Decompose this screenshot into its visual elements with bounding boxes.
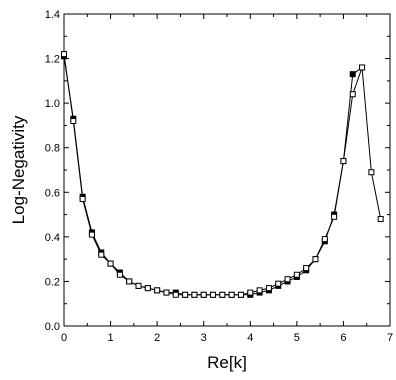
series-2-point [126,278,133,285]
y-axis-ticks: 0.0 0.2 0.4 0.6 0.8 1.0 1.2 1.4 [45,9,390,333]
y-tick-label: 0.4 [45,232,60,244]
series-2-point [237,291,244,298]
series-2-point [293,271,300,278]
series-2-point [182,291,189,298]
plot-frame [63,13,391,327]
series-2-point [228,291,235,298]
series-2-point [116,271,123,278]
series-2-point [144,285,151,292]
series-2-point [172,291,179,298]
series-2-point [275,280,282,287]
series-2-point [79,195,86,202]
x-tick-label: 2 [154,332,160,344]
series-2-point [377,216,384,223]
series-2-point [265,285,272,292]
series-2-point [210,291,217,298]
series-2-point [163,289,170,296]
series-2 [61,51,384,298]
series-2-point [284,276,291,283]
series-2-point [219,291,226,298]
x-tick-label: 3 [201,332,207,344]
series-2-point [349,91,356,98]
series-2-point [200,291,207,298]
series-layer [61,51,384,298]
series-2-point [321,236,328,243]
series-2-point [70,117,77,124]
series-2-point [154,287,161,294]
series-2-point [88,231,95,238]
series-2-line [63,54,382,296]
series-2-point [303,265,310,272]
y-tick-label: 1.2 [45,54,60,66]
y-axis-title: Log-Negativity [9,115,28,224]
y-tick-label: 0.2 [45,276,60,288]
series-2-point [107,260,114,267]
series-2-point [247,289,254,296]
series-2-point [135,282,142,289]
y-tick-label: 1.0 [45,98,60,110]
series-1-point [349,71,356,78]
x-tick-label: 7 [387,332,393,344]
series-2-point [61,51,67,58]
series-2-point [98,251,105,258]
series-2-point [312,256,319,263]
x-axis-ticks: 0 1 2 3 4 5 6 7 [61,14,393,344]
x-axis-title: Re[k] [207,353,247,372]
series-2-point [359,64,366,71]
x-tick-label: 4 [247,332,253,344]
series-2-point [331,213,338,220]
y-tick-label: 0.6 [45,187,60,199]
x-tick-label: 5 [294,332,300,344]
y-tick-label: 1.4 [45,9,60,21]
series-2-point [340,158,347,165]
x-tick-label: 0 [61,332,67,344]
y-tick-label: 0.8 [45,143,60,155]
x-tick-label: 1 [108,332,114,344]
y-tick-label: 0.0 [45,321,60,333]
x-tick-label: 6 [340,332,346,344]
series-2-point [256,287,263,294]
series-2-point [368,169,375,176]
series-2-point [191,291,198,298]
